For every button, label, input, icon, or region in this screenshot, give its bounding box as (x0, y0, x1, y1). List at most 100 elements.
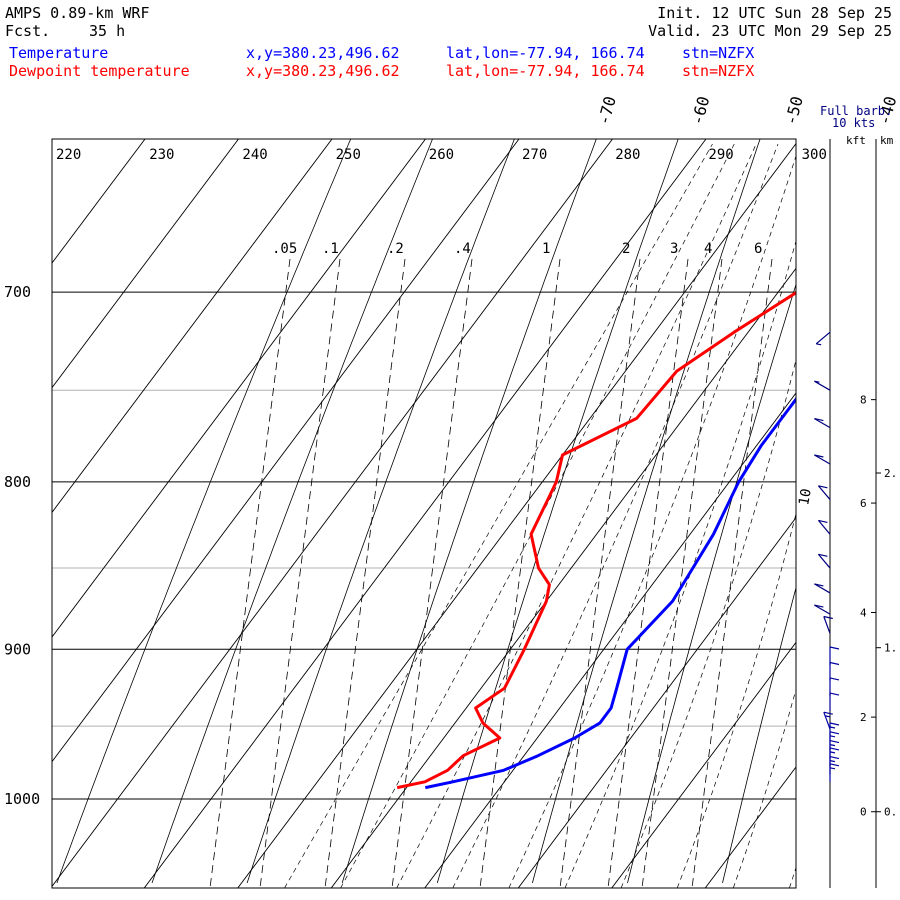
wind-barb-7-flag-0 (829, 692, 840, 696)
wind-barb-9-flag-0 (829, 661, 840, 666)
isotherm--120 (52, 139, 146, 264)
isotherm--20 (517, 516, 796, 888)
isotherm--100 (52, 139, 333, 514)
dry-adiabat-200 (56, 139, 352, 884)
dry-adiabat-label-220: 220 (56, 147, 81, 163)
barb-legend-line2: 10 kts (832, 116, 875, 130)
isotherm--60 (143, 139, 707, 888)
forecast-hour: 35 h (89, 22, 126, 40)
dry-adiabat-260 (627, 283, 796, 884)
mixing-ratio-label-6: 3 (670, 241, 678, 257)
mixing-ratio-label-3: .4 (454, 241, 471, 257)
mixing-ratio-label-1: .1 (322, 241, 339, 257)
wind-barb-20 (815, 331, 831, 345)
wind-barb-6 (823, 711, 831, 730)
forecast-label: Fcst. (5, 22, 51, 40)
isotherm--110 (52, 139, 239, 389)
isotherm-20 (892, 139, 900, 888)
dry-adiabat-label-250: 250 (336, 147, 361, 163)
wind-barb-13-flag-0 (814, 583, 824, 587)
dewpoint-legend: Dewpoint temperature (9, 62, 190, 80)
wind-barb-12 (814, 604, 831, 615)
dry-adiabat-230 (341, 139, 597, 884)
wind-barb-18-flag-0 (814, 418, 824, 422)
major-isobars (52, 291, 796, 800)
wind-barb-5-half (829, 726, 836, 729)
wind-barb-3-flag-0 (829, 740, 840, 744)
wind-barb-12-flag-0 (814, 604, 824, 608)
mixing-ratio-0 (209, 258, 291, 888)
isobar-label-700: 700 (4, 283, 31, 301)
mixing-ratio-label-0: .05 (272, 241, 297, 257)
height-unit-km: km (880, 134, 894, 147)
mixing-ratio-4 (479, 258, 561, 888)
moist-adiabat-6 (620, 358, 796, 888)
dry-adiabat-label-290: 290 (708, 147, 733, 163)
isotherm--30 (424, 392, 796, 888)
dry-adiabat-label-230: 230 (149, 147, 174, 163)
mixing-ratio-label-4: 1 (542, 241, 550, 257)
moist-adiabats (284, 143, 796, 888)
wind-barb-11-flag-0 (823, 615, 833, 620)
wind-barb-6-flag-0 (823, 711, 833, 715)
moist-adiabat-4 (508, 154, 796, 888)
kft-label-1: 2 (860, 711, 867, 724)
mixing-ratio-lines (209, 258, 773, 888)
km-label-2: 2. (884, 467, 897, 480)
moist-adiabat-0 (284, 143, 713, 888)
isotherm-10 (799, 139, 900, 888)
moist-adiabat-9 (789, 866, 796, 888)
minor-isobars (52, 389, 796, 727)
dry-adiabat-210 (151, 139, 433, 884)
kft-label-3: 6 (860, 497, 867, 510)
isotherm--90 (52, 139, 426, 638)
moist-adiabat-1 (340, 143, 735, 888)
wind-barb-6-half (825, 715, 831, 718)
temperature-profile (424, 396, 796, 790)
dry-adiabat-240 (436, 139, 679, 884)
plot-frame (51, 138, 797, 889)
mixing-ratio-label-5: 2 (622, 241, 630, 257)
dry-adiabat-label-240: 240 (242, 147, 267, 163)
dewpoint-gridpoint: x,y=380.23,496.62 (246, 62, 400, 80)
kft-label-4: 8 (860, 394, 867, 407)
wind-barb-19 (814, 380, 831, 391)
moist-adiabat-label: 10 (796, 487, 815, 506)
wind-barb-4-flag-0 (829, 731, 840, 735)
dewpoint-station: stn=NZFX (682, 62, 755, 80)
isotherm--80 (52, 139, 520, 763)
barb-legend-line1: Full barb: (820, 104, 892, 118)
temp-tick-label--60: -60 (688, 94, 714, 127)
wind-barb-2-flag-0 (829, 747, 840, 751)
wind-barb-17 (814, 454, 831, 465)
wind-barb-19-half (814, 380, 820, 383)
km-label-1: 1. (884, 642, 897, 655)
dry-adiabat-label-260: 260 (429, 147, 454, 163)
isobar-label-1000: 1000 (4, 790, 40, 808)
dry-adiabat-250 (532, 139, 761, 884)
wind-barb-11 (823, 616, 831, 634)
mixing-ratio-label-2: .2 (387, 241, 404, 257)
model-title: AMPS 0.89-km WRF (5, 4, 150, 22)
dry-adiabat-label-300: 300 (802, 147, 827, 163)
mixing-ratio-5 (559, 258, 641, 888)
moist-adiabat-2 (396, 143, 757, 888)
dry-adiabat-label-280: 280 (615, 147, 640, 163)
temperature-legend: Temperature (9, 44, 109, 62)
wind-barb-2-half (829, 751, 836, 754)
valid-time: Valid. 23 UTC Mon 29 Sep 25 (648, 22, 892, 40)
temperature-station: stn=NZFX (682, 44, 755, 62)
mixing-ratio-7 (641, 258, 723, 888)
isobar-label-800: 800 (4, 473, 31, 491)
dry-adiabat-label-270: 270 (522, 147, 547, 163)
wind-barb-1-flag-0 (829, 756, 840, 760)
moist-adiabat-5 (564, 239, 796, 888)
init-time: Init. 12 UTC Sun 28 Sep 25 (657, 4, 892, 22)
mixing-ratio-2 (324, 258, 406, 888)
wind-barb-5-flag-0 (829, 722, 840, 726)
wind-barb-8-flag-0 (829, 677, 840, 681)
wind-barb-20-half (816, 343, 822, 346)
temp-tick-label--70: -70 (594, 94, 620, 127)
dry-adiabats (56, 139, 796, 884)
